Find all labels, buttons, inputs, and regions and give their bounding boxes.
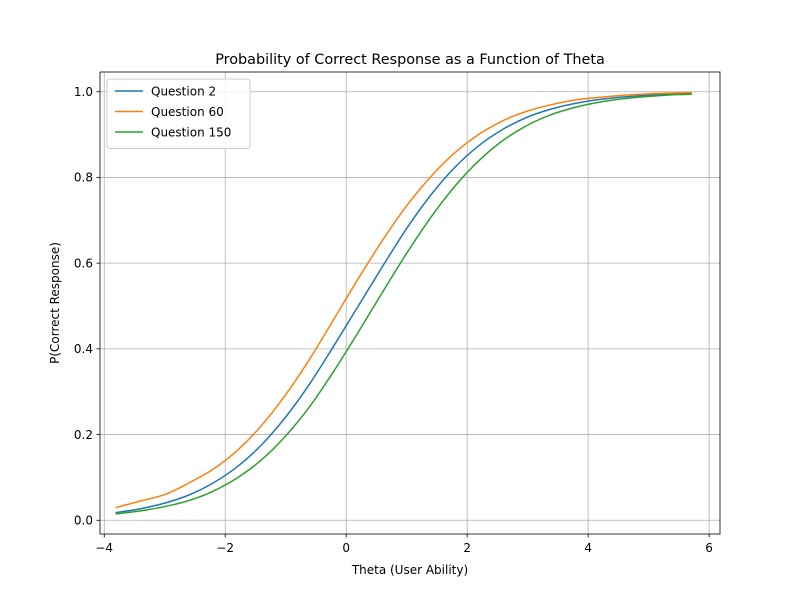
x-tick-label: 0 — [342, 541, 350, 555]
series-line-question-2 — [115, 92, 692, 514]
x-tick-label: −2 — [216, 541, 234, 555]
series-line-question-150 — [115, 93, 692, 515]
chart-title: Probability of Correct Response as a Fun… — [215, 52, 605, 68]
y-tick-label: 0.4 — [74, 342, 93, 356]
legend-label: Question 150 — [151, 125, 231, 139]
x-axis-label: Theta (User Ability) — [351, 563, 468, 577]
y-tick-label: 0.0 — [74, 513, 93, 527]
x-tick-label: 6 — [705, 541, 713, 555]
y-tick-label: 0.6 — [74, 256, 93, 270]
x-axis-ticks: −4 −2 0 2 4 6 — [95, 534, 713, 555]
y-tick-label: 1.0 — [74, 85, 93, 99]
y-tick-label: 0.2 — [74, 428, 93, 442]
x-tick-label: 4 — [584, 541, 592, 555]
x-tick-label: −4 — [95, 541, 113, 555]
legend-label: Question 2 — [151, 84, 216, 98]
y-axis-ticks: 0.0 0.2 0.4 0.6 0.8 1.0 — [74, 85, 100, 527]
series-lines — [115, 91, 692, 515]
legend-label: Question 60 — [151, 105, 224, 119]
plot-area-frame — [99, 71, 721, 535]
gridlines — [100, 72, 720, 534]
legend-frame — [106, 78, 251, 149]
series-line-question-60 — [115, 91, 692, 509]
y-axis-label: P(Correct Response) — [48, 242, 62, 364]
x-tick-label: 2 — [463, 541, 471, 555]
y-tick-label: 0.8 — [74, 171, 93, 185]
legend: Question 2 Question 60 Question 150 — [106, 78, 251, 149]
